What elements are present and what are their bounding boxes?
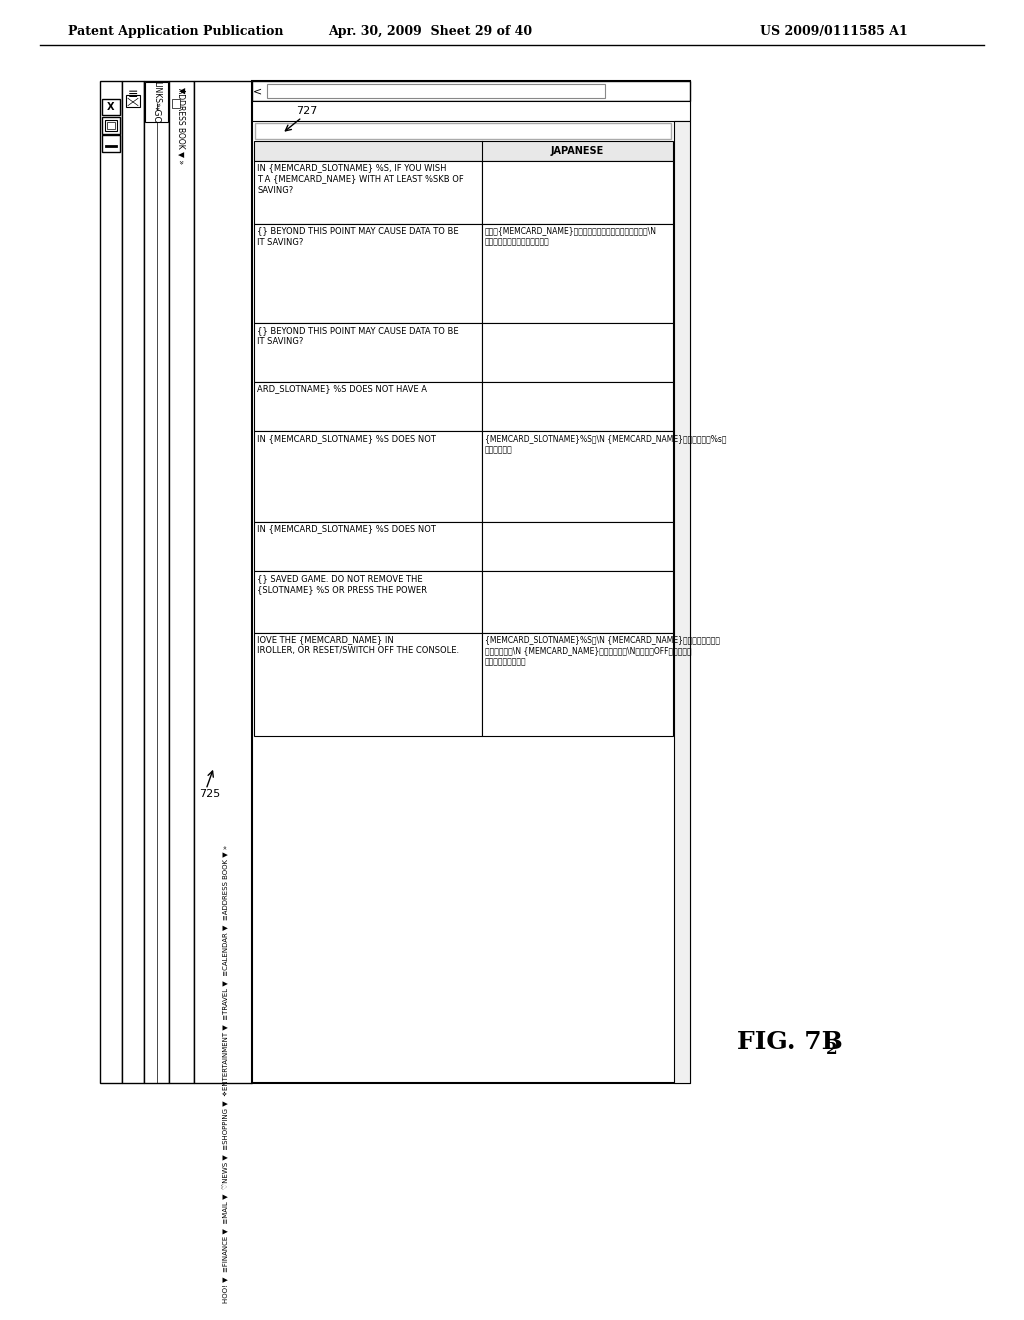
Bar bbox=[254, 161, 482, 224]
Bar bbox=[267, 84, 605, 99]
Text: IN {MEMCARD_SLOTNAME} %S DOES NOT: IN {MEMCARD_SLOTNAME} %S DOES NOT bbox=[257, 524, 436, 533]
Bar bbox=[254, 572, 482, 632]
Text: X: X bbox=[108, 103, 115, 112]
Text: ここで{MEMCARD_NAME}をしことでデータがわかります。。\N
セーブしないでつづけますか？: ここで{MEMCARD_NAME}をしことでデータがわかります。。\N セーブし… bbox=[485, 227, 657, 247]
Text: ≡: ≡ bbox=[128, 88, 138, 102]
Text: ▼: ▼ bbox=[177, 87, 186, 94]
Bar bbox=[254, 521, 482, 572]
Bar bbox=[255, 123, 671, 139]
Bar bbox=[126, 95, 140, 107]
Text: US 2009/0111585 A1: US 2009/0111585 A1 bbox=[760, 25, 907, 38]
Bar bbox=[254, 432, 482, 521]
Bar bbox=[254, 381, 482, 432]
Text: HOO! ▼  ≡FINANCE ▼  ≡MAIL ▼  ♡NEWS ▼  ≡SHOPPING ▼  ✧ENTERTAINMENT ▼  ≡TRAVEL ▼  : HOO! ▼ ≡FINANCE ▼ ≡MAIL ▼ ♡NEWS ▼ ≡SHOPP… bbox=[223, 845, 229, 1303]
Bar bbox=[482, 224, 673, 323]
Text: ARD_SLOTNAME} %S DOES NOT HAVE A: ARD_SLOTNAME} %S DOES NOT HAVE A bbox=[257, 384, 427, 393]
Bar bbox=[254, 323, 482, 381]
Text: 725: 725 bbox=[199, 789, 220, 799]
Bar bbox=[482, 632, 673, 737]
Text: {} SAVED GAME. DO NOT REMOVE THE
{SLOTNAME} %S OR PRESS THE POWER: {} SAVED GAME. DO NOT REMOVE THE {SLOTNA… bbox=[257, 574, 427, 594]
Text: 727: 727 bbox=[296, 106, 317, 116]
Bar bbox=[122, 82, 144, 1082]
Bar bbox=[674, 121, 690, 1082]
Text: Apr. 30, 2009  Sheet 29 of 40: Apr. 30, 2009 Sheet 29 of 40 bbox=[328, 25, 532, 38]
Bar bbox=[254, 141, 673, 161]
Text: ADDRESS BOOK ▼ »: ADDRESS BOOK ▼ » bbox=[177, 88, 186, 165]
Bar bbox=[482, 381, 673, 432]
Text: LINKS»: LINKS» bbox=[152, 82, 161, 108]
Text: 2: 2 bbox=[826, 1041, 838, 1057]
Text: Patent Application Publication: Patent Application Publication bbox=[68, 25, 284, 38]
Text: IN {MEMCARD_SLOTNAME} %S, IF YOU WISH
T A {MEMCARD_NAME} WITH AT LEAST %SKB OF
S: IN {MEMCARD_SLOTNAME} %S, IF YOU WISH T … bbox=[257, 164, 464, 194]
Bar bbox=[102, 99, 120, 115]
Bar bbox=[482, 572, 673, 632]
Bar bbox=[252, 82, 690, 1082]
Bar bbox=[482, 323, 673, 381]
Text: IN {MEMCARD_SLOTNAME} %S DOES NOT: IN {MEMCARD_SLOTNAME} %S DOES NOT bbox=[257, 434, 436, 444]
Bar bbox=[102, 136, 120, 152]
Text: {} BEYOND THIS POINT MAY CAUSE DATA TO BE
IT SAVING?: {} BEYOND THIS POINT MAY CAUSE DATA TO B… bbox=[257, 326, 459, 346]
Bar bbox=[254, 632, 482, 737]
Text: →GO: →GO bbox=[152, 102, 161, 124]
Bar bbox=[482, 521, 673, 572]
Bar bbox=[252, 82, 690, 102]
Bar bbox=[145, 82, 168, 121]
Text: {MEMCARD_SLOTNAME}%Sの\N {MEMCARD_NAME}にゆうこうな%sが
ありません。: {MEMCARD_SLOTNAME}%Sの\N {MEMCARD_NAME}にゆ… bbox=[485, 434, 726, 454]
Text: FIG. 7B: FIG. 7B bbox=[737, 1030, 843, 1055]
Bar bbox=[482, 432, 673, 521]
Bar bbox=[100, 82, 122, 1082]
Bar bbox=[252, 102, 690, 121]
Text: <: < bbox=[253, 86, 262, 96]
Bar bbox=[172, 99, 180, 108]
Text: IOVE THE {MEMCARD_NAME} IN
IROLLER, OR RESET/SWITCH OFF THE CONSOLE.: IOVE THE {MEMCARD_NAME} IN IROLLER, OR R… bbox=[257, 635, 459, 655]
Bar bbox=[144, 82, 169, 1082]
Bar bbox=[105, 120, 117, 131]
Bar bbox=[482, 161, 673, 224]
Bar bbox=[106, 121, 115, 129]
Text: JAPANESE: JAPANESE bbox=[551, 145, 604, 156]
Text: {MEMCARD_SLOTNAME}%Sの\N {MEMCARD_NAME}にデータをセーブ
しています。\N {MEMCARD_NAME}のぬきさし、\Nでん: {MEMCARD_SLOTNAME}%Sの\N {MEMCARD_NAME}にデ… bbox=[485, 635, 720, 667]
Text: {} BEYOND THIS POINT MAY CAUSE DATA TO BE
IT SAVING?: {} BEYOND THIS POINT MAY CAUSE DATA TO B… bbox=[257, 227, 459, 247]
Bar bbox=[102, 117, 120, 133]
Bar bbox=[194, 82, 252, 1082]
Bar bbox=[169, 82, 194, 1082]
Bar bbox=[254, 224, 482, 323]
